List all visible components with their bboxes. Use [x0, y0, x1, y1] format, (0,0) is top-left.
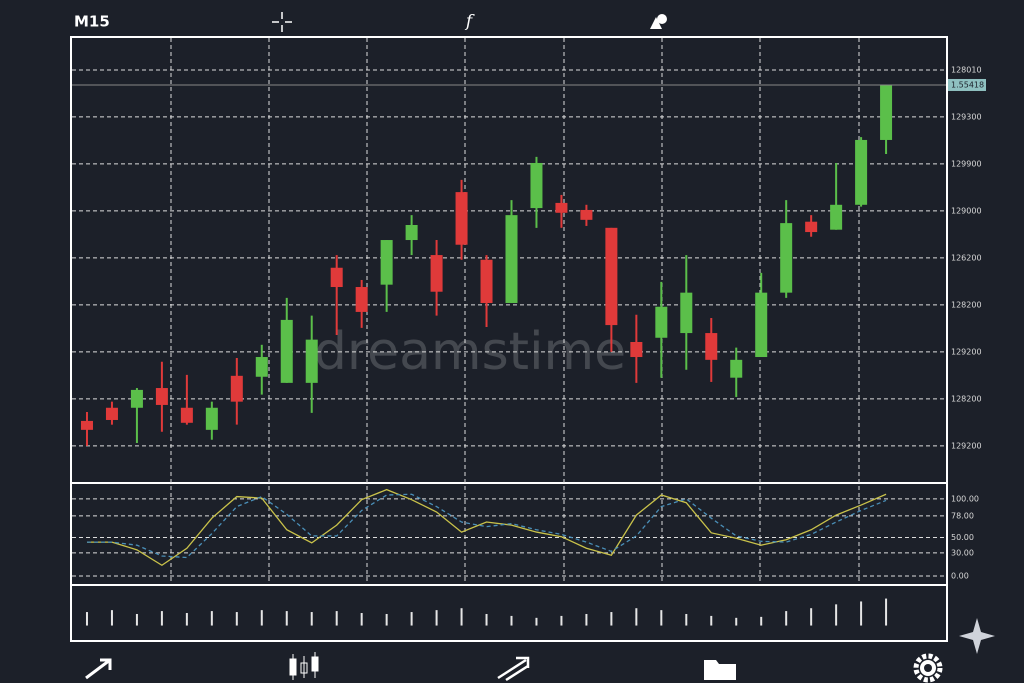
y-tick-label: 0.00	[951, 572, 969, 581]
candle-body	[555, 202, 568, 213]
function-icon[interactable]: f	[464, 12, 475, 32]
volume-bar	[385, 613, 388, 626]
candle-body	[705, 333, 718, 360]
volume-bar	[560, 615, 563, 626]
draw-tool-icon[interactable]	[85, 658, 112, 680]
volume-bar	[310, 612, 313, 626]
volume-bar	[85, 612, 88, 626]
volume-bar	[785, 611, 788, 626]
volume-bar	[860, 601, 863, 626]
volume-bar	[160, 611, 163, 626]
candle-body	[880, 84, 893, 140]
candle-body	[655, 306, 668, 338]
candle-body	[580, 209, 593, 220]
volume-bar	[135, 613, 138, 626]
y-tick-label: 30.00	[951, 548, 974, 557]
volume-bar	[360, 613, 363, 626]
candle-body	[80, 420, 93, 430]
indicators-icon[interactable]	[497, 656, 530, 682]
objects-icon[interactable]	[650, 14, 667, 29]
volume-bar	[435, 610, 438, 626]
y-tick-label: 129300	[951, 112, 982, 121]
volume-bar	[810, 608, 813, 626]
candle-body	[780, 223, 793, 293]
candle-body	[405, 224, 418, 241]
volume-bar	[510, 615, 513, 626]
watermark: dreamstime	[314, 322, 626, 382]
volume-bar	[235, 612, 238, 626]
candle-body	[530, 162, 543, 209]
candle-body	[730, 359, 743, 378]
y-tick-label: 100.00	[951, 494, 979, 503]
volume-bar	[410, 612, 413, 626]
candle-body	[505, 215, 518, 303]
candle-body	[430, 255, 443, 292]
candle-body	[330, 267, 343, 288]
volume-bar	[760, 616, 763, 626]
y-tick-label: 128200	[951, 300, 982, 309]
volume-bar	[635, 608, 638, 626]
settings-icon[interactable]	[913, 653, 943, 683]
candle-body	[480, 259, 493, 303]
candle-body	[155, 388, 168, 405]
volume-bar	[660, 610, 663, 626]
candle-body	[280, 319, 293, 383]
y-tick-label: 78.00	[951, 511, 974, 520]
y-tick-label: 126200	[951, 253, 982, 262]
price-marker: 1.55418	[951, 80, 984, 89]
candle-body	[255, 357, 268, 377]
volume-bar	[260, 610, 263, 626]
volume-bar	[710, 615, 713, 626]
candle-body	[755, 292, 768, 358]
candle-type-icon[interactable]	[289, 652, 319, 680]
y-tick-label: 129000	[951, 206, 982, 215]
volume-bar	[485, 613, 488, 626]
folder-icon[interactable]	[704, 660, 736, 680]
volume-bar	[585, 613, 588, 626]
volume-bar	[735, 617, 738, 626]
y-tick-label: 129900	[951, 159, 982, 168]
volume-bar	[335, 611, 338, 626]
volume-bar	[835, 604, 838, 626]
candle-body	[805, 221, 818, 233]
chart-frame	[70, 36, 948, 642]
price-marker-box	[948, 78, 986, 91]
y-tick-label: 129200	[951, 347, 982, 356]
volume-bar	[885, 598, 888, 626]
volume-bar	[460, 608, 463, 626]
sparkle-icon	[959, 618, 995, 654]
candle-body	[105, 407, 118, 420]
candle-body	[305, 339, 318, 383]
y-tick-label: 128200	[951, 394, 982, 403]
candle-body	[205, 407, 218, 430]
candle-body	[455, 192, 468, 245]
oscillator-line	[86, 493, 887, 559]
timeframe[interactable]: M15	[74, 13, 110, 31]
plots: 128010 129300 129900 129000 126200 128200 1292…	[72, 65, 986, 626]
volume-bar	[285, 611, 288, 626]
candle-body	[855, 139, 868, 205]
y-tick-label: 129200	[951, 441, 982, 450]
candle-body	[380, 240, 393, 285]
candle-body	[830, 204, 843, 230]
volume-bar	[685, 613, 688, 626]
volume-bar	[210, 611, 213, 626]
volume-bar	[110, 610, 113, 626]
oscillator-line	[86, 488, 887, 567]
candle-body	[130, 389, 143, 408]
candle-body	[605, 227, 618, 326]
volume-bar	[185, 613, 188, 626]
candle-body	[230, 375, 243, 402]
candle-body	[180, 407, 193, 423]
y-tick-label: 50.00	[951, 533, 974, 542]
candle-body	[355, 287, 368, 312]
candle-body	[630, 341, 643, 358]
y-tick-label: 128010	[951, 65, 982, 74]
crosshair-icon[interactable]	[272, 12, 292, 32]
candle-body	[680, 292, 693, 334]
volume-bar	[535, 617, 538, 626]
volume-bar	[610, 612, 613, 626]
